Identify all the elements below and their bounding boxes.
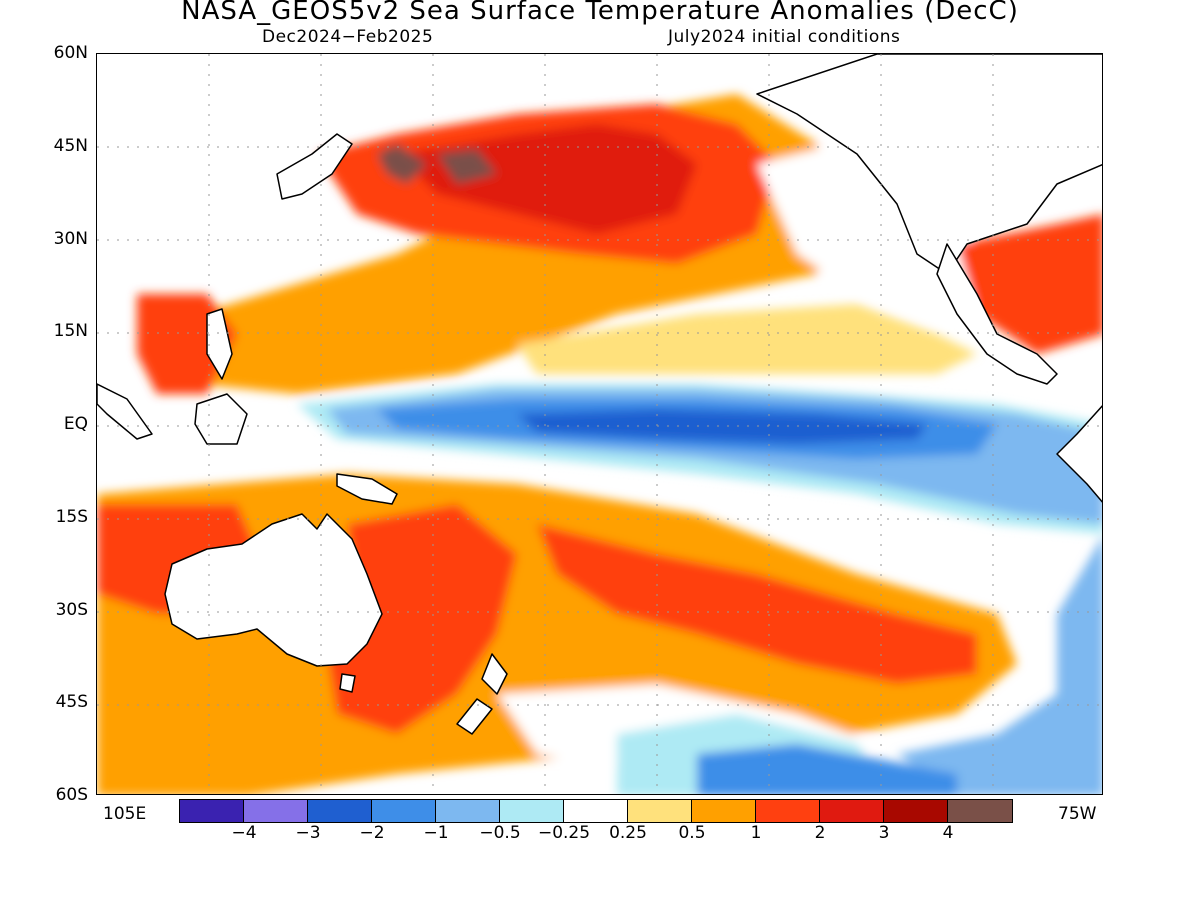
colorbar-label: 3 xyxy=(878,823,890,843)
continents xyxy=(97,54,1102,735)
latitude-label: 15N xyxy=(53,321,88,342)
colorbar-label: −0.5 xyxy=(479,823,521,843)
colorbar-swatch xyxy=(500,800,564,822)
grid xyxy=(97,54,1102,794)
colorbar-swatch xyxy=(308,800,372,822)
colorbar-swatch xyxy=(884,800,948,822)
gulf-mexico-hot xyxy=(957,214,1102,354)
colorbar-label: 4 xyxy=(942,823,954,843)
kuroshio-extreme-2 xyxy=(437,149,497,184)
colorbar-swatch xyxy=(244,800,308,822)
longitude-label-left: 105E xyxy=(103,804,147,824)
subtropical-light-warm xyxy=(517,304,977,374)
latitude-label: 60N xyxy=(53,43,88,63)
tasmania xyxy=(339,673,356,693)
colorbar-swatch xyxy=(628,800,692,822)
tasman-hot-region xyxy=(327,504,517,734)
latitude-label: 30N xyxy=(53,228,88,249)
colorbar-label: −0.25 xyxy=(537,823,591,843)
colorbar-label: −3 xyxy=(295,823,321,843)
borneo xyxy=(194,393,248,445)
colorbar-swatch xyxy=(692,800,756,822)
colorbar-swatch xyxy=(564,800,628,822)
mexico-central-america xyxy=(936,243,1058,385)
sst-anomaly-map xyxy=(96,53,1103,795)
latitude-label: 45S xyxy=(55,692,88,713)
forecast-period: Dec2024−Feb2025 xyxy=(262,27,434,47)
latitude-label: 45N xyxy=(53,135,88,156)
colorbar-label: 0.5 xyxy=(678,823,706,843)
latitude-label: 30S xyxy=(55,599,88,620)
kuroshio-extreme xyxy=(377,144,427,184)
colorbar-label: −2 xyxy=(359,823,385,843)
south-america xyxy=(1056,405,1102,503)
colorbar-swatch xyxy=(756,800,820,822)
sumatra xyxy=(97,383,153,440)
nino34-coldest xyxy=(517,409,927,444)
southern-ocean-blue xyxy=(697,744,957,794)
northeast-white xyxy=(757,134,997,324)
latitude-label: EQ xyxy=(63,414,88,434)
colorbar-swatch xyxy=(436,800,500,822)
colorbar-swatch xyxy=(948,800,1012,822)
colorbar-swatch xyxy=(820,800,884,822)
philippines xyxy=(206,308,233,380)
new-zealand-north xyxy=(481,653,508,695)
longitude-label-right: 75W xyxy=(1058,804,1097,824)
colorbar-label: 2 xyxy=(814,823,826,843)
map-title: NASA_GEOS5v2 Sea Surface Temperature Ano… xyxy=(181,0,1019,26)
latitude-label: 60S xyxy=(55,785,88,805)
new-zealand-south xyxy=(456,698,493,735)
anomaly-field xyxy=(97,94,1102,794)
south-pacific-hot-band xyxy=(537,524,977,684)
latitude-label: 15S xyxy=(55,506,88,527)
southeast-cool-region xyxy=(897,537,1102,794)
colorbar-label: −4 xyxy=(231,823,257,843)
colorbar-label: 1 xyxy=(750,823,762,843)
colorbar-label: −1 xyxy=(423,823,449,843)
colorbar-label: 0.25 xyxy=(609,823,647,843)
japan xyxy=(276,133,353,200)
australia xyxy=(164,513,383,667)
colorbar xyxy=(179,799,1013,823)
new-guinea xyxy=(336,473,398,505)
colorbar-swatch xyxy=(180,800,244,822)
initial-conditions: July2024 initial conditions xyxy=(668,27,901,47)
colorbar-swatch xyxy=(372,800,436,822)
